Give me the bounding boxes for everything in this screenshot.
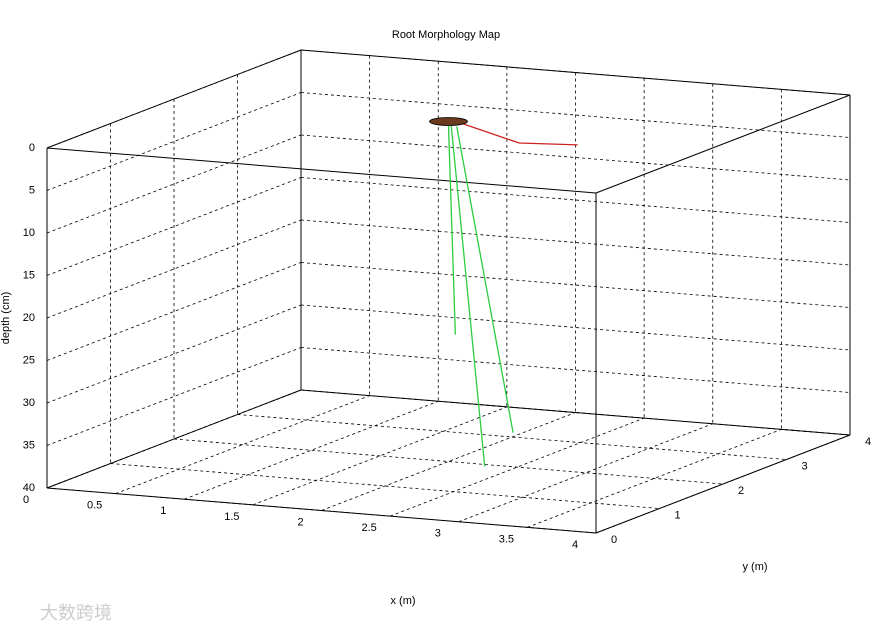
grid-line — [300, 219, 851, 266]
seed-marker — [429, 117, 468, 126]
y-tick-label: 4 — [865, 436, 871, 448]
root-line — [447, 125, 457, 335]
x-tick-label: 2 — [297, 516, 303, 528]
z-tick-label: 40 — [23, 482, 35, 494]
box-edge — [595, 94, 851, 194]
root-line — [460, 122, 578, 146]
y-axis-label: y (m) — [742, 561, 767, 573]
box-edge — [595, 434, 851, 534]
grid-line — [321, 412, 576, 511]
y-tick-label: 3 — [801, 460, 807, 472]
grid-line — [110, 463, 660, 509]
box-edge — [300, 389, 851, 436]
z-tick-label: 20 — [23, 312, 35, 324]
y-tick-label: 2 — [738, 485, 744, 497]
chart-title: Root Morphology Map — [392, 29, 500, 41]
grid-line — [300, 92, 851, 138]
grid-line — [300, 262, 851, 308]
z-tick-label: 10 — [23, 227, 35, 239]
x-tick-label: 1 — [160, 505, 166, 517]
grid-line — [173, 438, 724, 485]
x-tick-label: 0.5 — [87, 500, 102, 512]
box-edge — [300, 49, 851, 96]
watermark: 大数跨境 — [40, 603, 112, 623]
z-tick-label: 35 — [23, 439, 35, 451]
z-tick-label: 5 — [29, 184, 35, 196]
root-line — [450, 125, 486, 467]
grid-line — [300, 134, 851, 181]
root-line — [456, 126, 514, 433]
x-tick-label: 4 — [572, 539, 578, 551]
z-axis-label: depth (cm) — [0, 292, 12, 345]
x-tick-label: 3.5 — [499, 533, 514, 545]
x-tick-label: 2.5 — [361, 522, 376, 534]
z-tick-label: 0 — [29, 142, 35, 154]
grid-line — [184, 400, 439, 500]
x-tick-label: 0 — [23, 494, 29, 506]
z-tick-label: 25 — [23, 354, 35, 366]
grid-line — [237, 414, 787, 460]
x-axis-label: x (m) — [390, 595, 415, 607]
box-edge — [46, 147, 597, 194]
x-tick-label: 1.5 — [224, 511, 239, 523]
grid-line — [458, 423, 713, 523]
box-edge — [46, 487, 597, 534]
box-edge — [46, 49, 302, 149]
grid-line — [300, 304, 851, 351]
grid-line — [300, 177, 851, 223]
z-tick-label: 30 — [23, 397, 35, 409]
grid-line — [300, 347, 851, 393]
box-edge — [46, 389, 302, 489]
y-tick-label: 0 — [611, 534, 617, 546]
x-tick-label: 3 — [435, 528, 441, 540]
z-tick-label: 15 — [23, 269, 35, 281]
y-tick-label: 1 — [674, 509, 680, 521]
